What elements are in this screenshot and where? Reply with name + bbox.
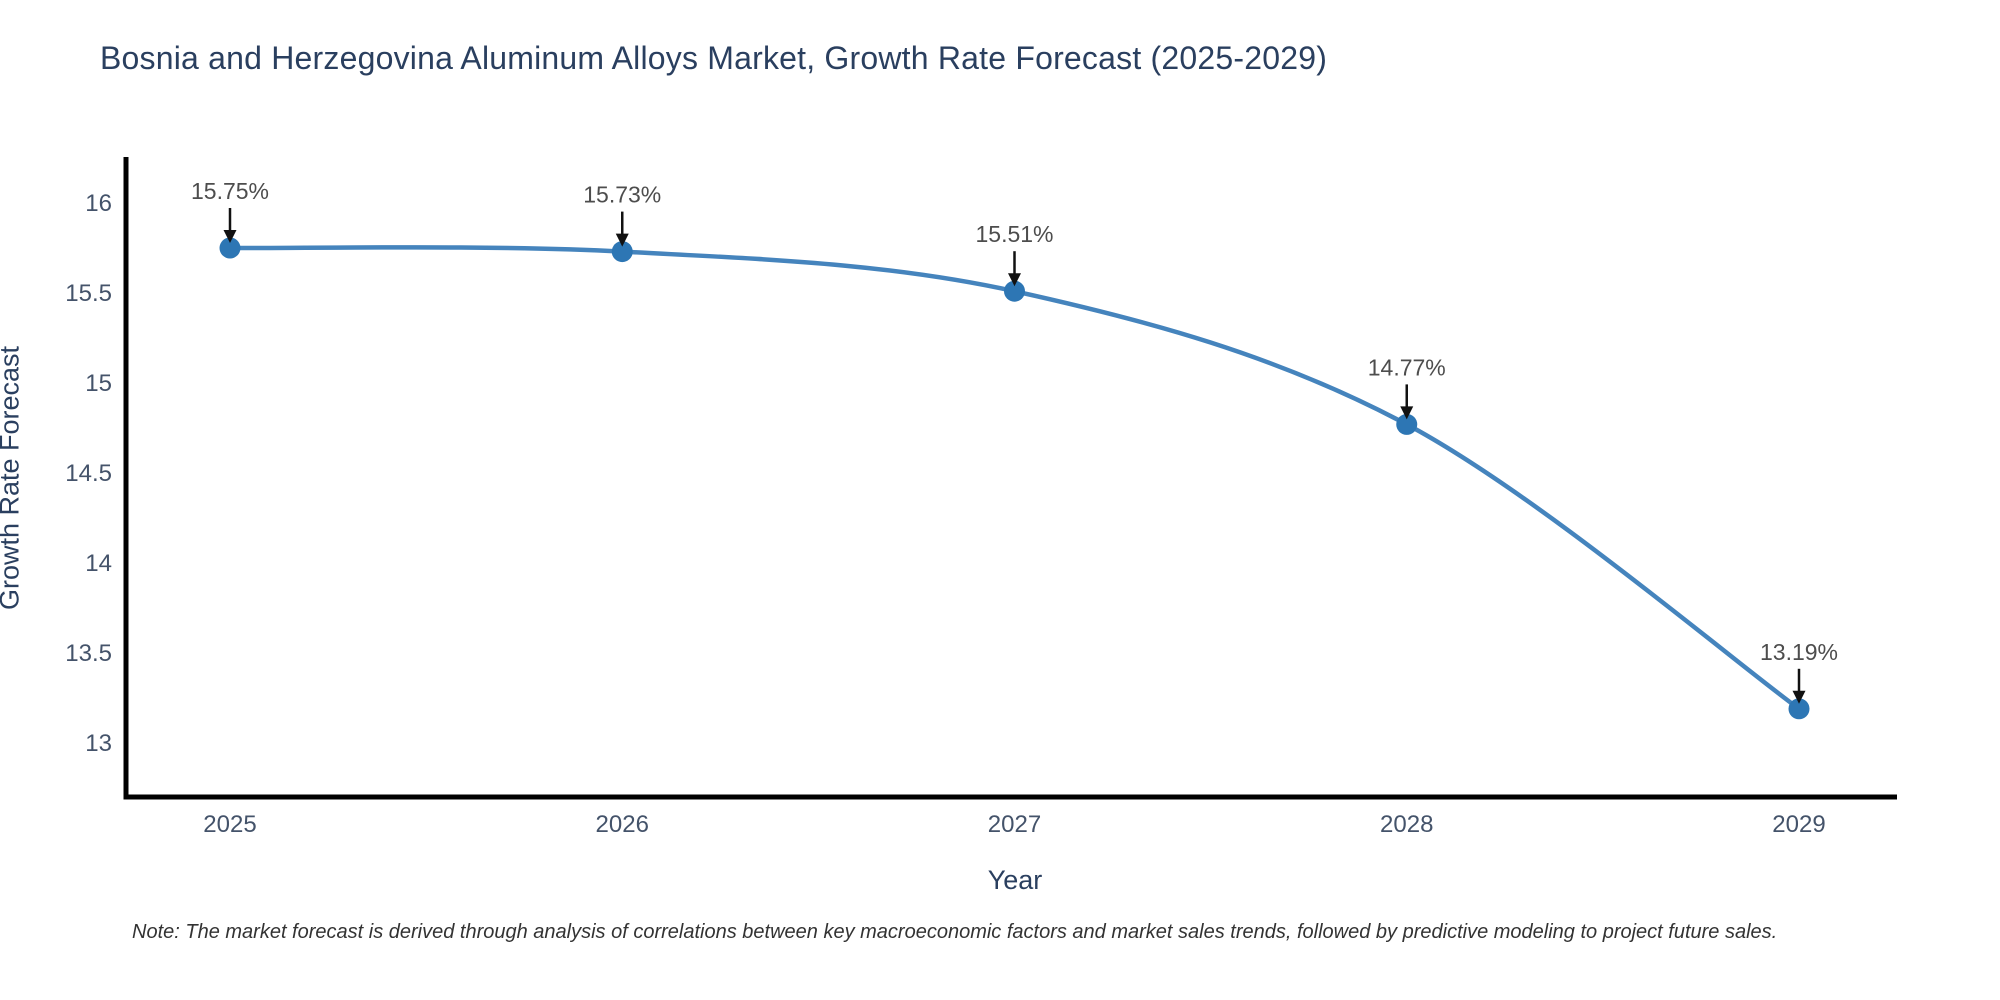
annotation-arrowhead-icon xyxy=(615,233,629,247)
chart-title: Bosnia and Herzegovina Aluminum Alloys M… xyxy=(100,40,1328,76)
y-tick-label: 15 xyxy=(85,370,112,397)
data-point-marker[interactable] xyxy=(219,237,241,259)
y-tick-label: 16 xyxy=(85,190,112,217)
point-value-label: 15.51% xyxy=(975,221,1053,247)
annotation-arrowhead-icon xyxy=(1400,406,1414,420)
annotation-arrowhead-icon xyxy=(1792,690,1806,704)
point-value-label: 15.73% xyxy=(583,182,661,208)
data-point-marker[interactable] xyxy=(1788,698,1810,720)
data-point-marker[interactable] xyxy=(611,241,633,263)
series-line xyxy=(227,245,1802,712)
forecast-line xyxy=(227,245,1802,712)
x-tick-label: 2025 xyxy=(203,811,256,838)
point-value-label: 14.77% xyxy=(1368,354,1446,380)
point-annotations: 15.75% 15.73% 15.51% 14.77% 13.19% xyxy=(191,178,1838,704)
point-value-label: 13.19% xyxy=(1760,639,1838,665)
data-points xyxy=(219,237,1810,720)
point-value-label: 15.75% xyxy=(191,178,269,204)
x-tick-label: 2028 xyxy=(1380,811,1433,838)
x-axis-title: Year xyxy=(987,865,1043,895)
data-point-marker[interactable] xyxy=(1004,280,1025,302)
x-axis-ticks: 2025 2026 2027 2028 2029 xyxy=(203,811,1825,838)
annotation-arrowhead-icon xyxy=(1008,273,1021,287)
y-tick-label: 14.5 xyxy=(65,460,112,487)
annotation-arrowhead-icon xyxy=(223,230,237,243)
y-tick-label: 13 xyxy=(85,730,112,757)
y-tick-label: 15.5 xyxy=(65,280,112,307)
y-axis-ticks: 16 15.5 15 14.5 14 13.5 13 xyxy=(65,190,112,757)
x-tick-label: 2027 xyxy=(988,811,1041,838)
data-point-marker[interactable] xyxy=(1396,413,1418,435)
y-tick-label: 13.5 xyxy=(65,640,112,667)
y-tick-label: 14 xyxy=(85,550,112,577)
x-tick-label: 2026 xyxy=(596,811,649,838)
axis-lines xyxy=(123,157,1897,800)
chart-note: Note: The market forecast is derived thr… xyxy=(132,921,1778,943)
x-tick-label: 2029 xyxy=(1772,811,1825,838)
